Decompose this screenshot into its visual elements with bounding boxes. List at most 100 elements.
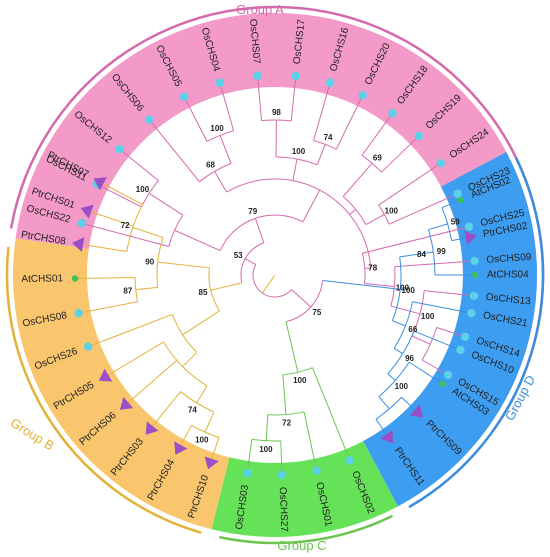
poplar-marker-icon <box>80 204 94 219</box>
branch-edge <box>210 282 243 291</box>
branch-edge <box>390 305 421 315</box>
rice-marker-icon <box>77 219 87 228</box>
branch-edge <box>392 320 406 327</box>
branch-edge <box>88 313 173 348</box>
rice-marker-icon <box>467 308 476 318</box>
branch-edge <box>182 310 220 336</box>
rice-marker-icon <box>277 470 287 480</box>
branch-arc <box>126 204 143 252</box>
rice-marker-icon <box>312 466 321 475</box>
bootstrap-label: 74 <box>188 406 197 415</box>
bootstrap-label: 100 <box>395 382 409 391</box>
branch-edge <box>246 439 253 474</box>
branch-edge <box>78 301 138 314</box>
bootstrap-label: 100 <box>195 435 209 444</box>
branch-edge <box>381 135 420 173</box>
tree-branches <box>75 75 475 475</box>
bootstrap-label: 100 <box>210 124 224 133</box>
branch-edge <box>436 327 466 338</box>
branch-arc <box>378 361 410 398</box>
branch-edge <box>132 226 164 239</box>
branch-arc <box>171 314 198 353</box>
branch-arc <box>391 256 402 321</box>
branch-edge <box>148 119 200 183</box>
bootstrap-label: 96 <box>405 354 414 363</box>
rice-marker-icon <box>469 291 479 301</box>
group-label-c: Group C <box>277 538 326 553</box>
branch-edge <box>219 135 232 164</box>
branch-arc <box>219 214 304 251</box>
poplar-marker-icon <box>174 441 188 455</box>
poplar-marker-icon <box>409 404 423 418</box>
branch-edge <box>290 76 297 121</box>
arabidopsis-marker-icon <box>71 275 79 282</box>
rice-marker-icon <box>242 468 252 478</box>
rice-marker-icon <box>461 332 470 342</box>
branch-edge <box>148 192 184 216</box>
group-arcs <box>5 5 545 545</box>
branch-edge <box>393 347 403 355</box>
branch-edge <box>364 284 401 290</box>
rice-marker-icon <box>84 342 93 351</box>
branch-edge <box>244 258 256 265</box>
bootstrap-label: 100 <box>396 283 410 292</box>
leaf-label: OsCHS13 <box>485 292 531 308</box>
branch-edge <box>316 144 326 166</box>
bootstrap-label: 99 <box>437 247 446 256</box>
rice-marker-icon <box>345 456 355 465</box>
branch-edge <box>214 171 228 193</box>
branch-arc <box>285 280 324 323</box>
branch-edge <box>311 367 351 461</box>
branch-edge <box>282 374 287 415</box>
branch-edge <box>349 209 357 215</box>
bootstrap-label: 100 <box>385 207 399 216</box>
branch-edge <box>265 414 269 441</box>
bootstrap-label: 100 <box>292 147 306 156</box>
branch-arc <box>208 267 220 312</box>
rice-marker-icon <box>436 158 446 168</box>
bootstrap-label: 74 <box>324 133 333 142</box>
branch-edge <box>411 335 431 345</box>
branch-edge <box>196 385 208 404</box>
bootstrap-label: 100 <box>293 376 307 385</box>
branch-edge <box>183 96 208 142</box>
branch-edge <box>157 261 210 269</box>
group-label-a: Group A <box>236 2 284 17</box>
bootstrap-label: 59 <box>451 218 460 227</box>
branch-edge <box>135 286 158 291</box>
branch-arc <box>163 341 208 387</box>
leaf-label: OsCHS09 <box>486 252 532 266</box>
bootstrap-label: 78 <box>368 264 377 273</box>
branch-edge <box>204 411 215 433</box>
poplar-marker-icon <box>464 230 477 246</box>
branch-edge <box>365 213 385 226</box>
branch-edge <box>280 440 283 475</box>
branch-arc <box>387 331 415 375</box>
rice-marker-icon <box>180 92 189 101</box>
poplar-marker-icon <box>72 237 85 252</box>
branch-edge <box>421 359 449 376</box>
branch-edge <box>428 223 448 231</box>
branch-edge <box>388 193 458 225</box>
branch-arc <box>199 162 232 183</box>
branch-edge <box>441 199 461 209</box>
bootstrap-label: 75 <box>312 308 321 317</box>
rice-marker-icon <box>456 345 465 355</box>
branch-edge <box>75 276 136 279</box>
poplar-marker-icon <box>119 396 134 410</box>
branch-arc <box>240 242 265 283</box>
rice-marker-icon <box>115 144 124 154</box>
branch-edge <box>174 229 221 252</box>
branch-edge <box>313 82 331 141</box>
branch-edge <box>362 226 470 254</box>
leaf-label: AtCHS01 <box>21 273 63 285</box>
branch-edge <box>303 411 318 471</box>
branch-arc <box>252 264 292 298</box>
group-d-arc <box>408 156 545 509</box>
branch-arc <box>390 266 396 307</box>
branch-edge <box>219 82 235 131</box>
group-c-arc <box>219 514 394 545</box>
branch-edge <box>387 373 396 381</box>
species-markers <box>71 71 479 480</box>
branch-edge <box>292 158 298 181</box>
